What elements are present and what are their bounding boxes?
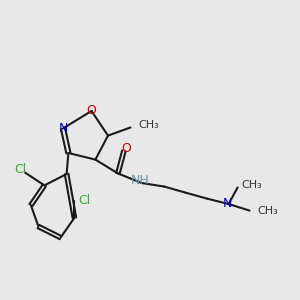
Text: Cl: Cl [14, 163, 26, 176]
Text: CH₃: CH₃ [257, 206, 278, 216]
Text: NH: NH [131, 174, 149, 188]
Text: CH₃: CH₃ [242, 180, 262, 190]
Text: N: N [58, 122, 68, 135]
Text: O: O [122, 142, 131, 155]
Text: CH₃: CH₃ [139, 120, 159, 130]
Text: N: N [223, 197, 232, 210]
Text: Cl: Cl [78, 194, 90, 208]
Text: O: O [87, 104, 96, 118]
